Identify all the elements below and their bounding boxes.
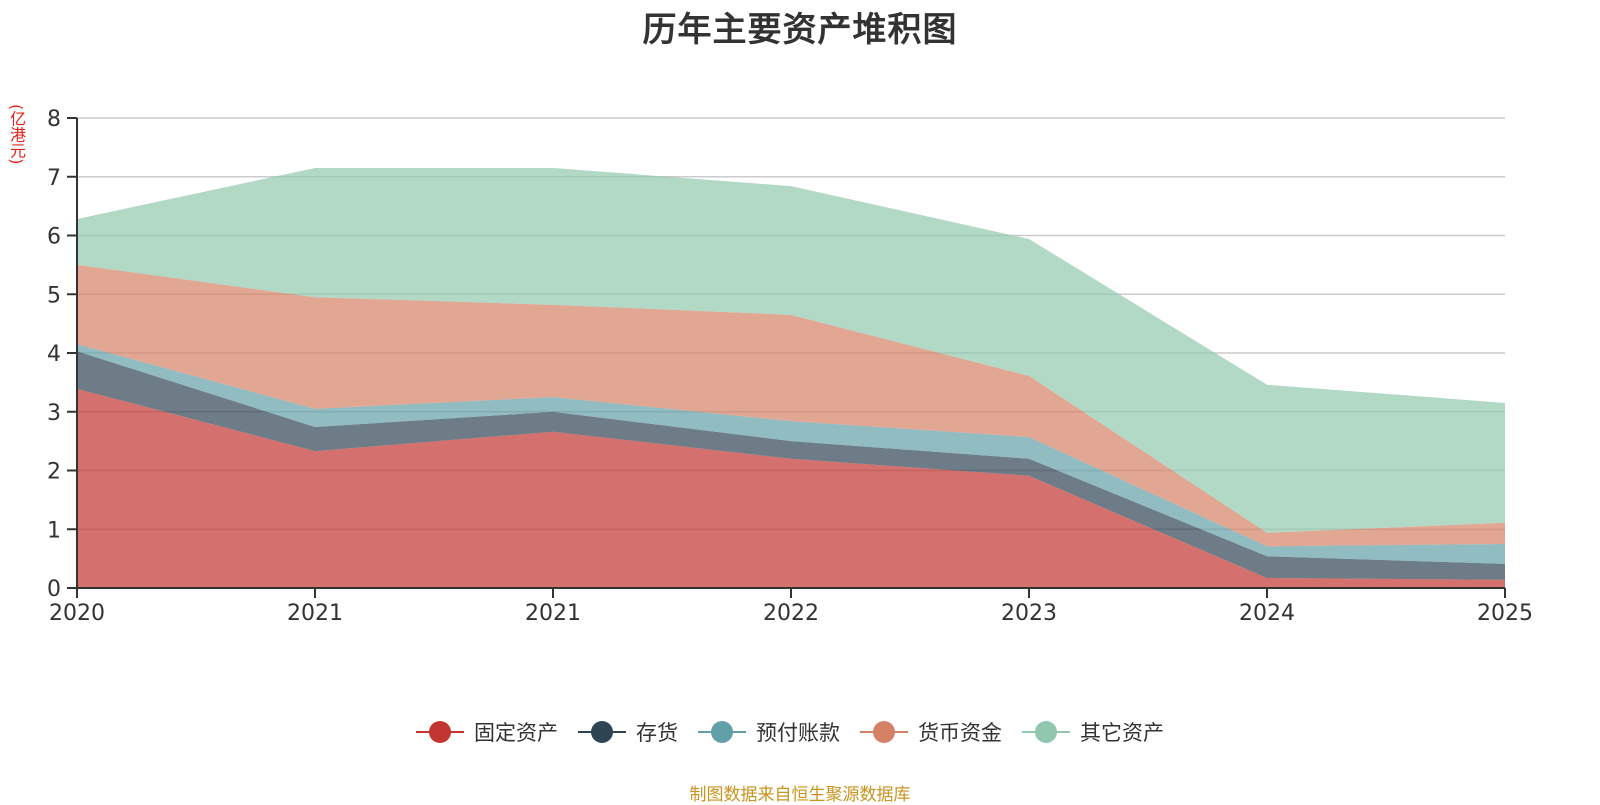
y-tick-label: 5 [47, 283, 61, 308]
y-tick-label: 1 [47, 518, 61, 543]
y-axis-ticks: 0 1 2 3 4 5 6 7 8 [47, 107, 77, 602]
legend-marker-icon [416, 719, 464, 745]
y-axis-unit-label: (亿港元) [7, 104, 26, 165]
y-tick-label: 6 [47, 225, 61, 250]
y-tick-label: 3 [47, 401, 61, 426]
x-tick-label: 2024 [1239, 601, 1295, 626]
legend-label: 预付账款 [756, 721, 840, 745]
legend-marker-icon [1022, 719, 1070, 745]
source-note: 制图数据来自恒生聚源数据库 [689, 785, 911, 805]
legend: 固定资产 存货 预付账款 货币资金 其它资产 [0, 717, 1600, 747]
legend-marker-icon [698, 719, 746, 745]
y-tick-label: 7 [47, 166, 61, 191]
legend-marker-icon [860, 719, 908, 745]
x-tick-label: 2020 [49, 601, 105, 626]
legend-item-fixed-assets[interactable]: 固定资产 [416, 717, 558, 747]
y-tick-label: 4 [47, 342, 61, 367]
legend-label: 货币资金 [918, 721, 1002, 745]
y-tick-label: 2 [47, 460, 61, 485]
area-1 [77, 351, 1505, 580]
x-axis-ticks: 2020 2021 2021 2022 2023 2024 2025 [49, 588, 1533, 626]
area-0 [77, 388, 1505, 588]
legend-item-inventory[interactable]: 存货 [578, 717, 678, 747]
x-tick-label: 2023 [1001, 601, 1057, 626]
stacked-area-chart: 0 1 2 3 4 5 6 7 8 2020 2021 2021 2022 2023 2024 2025 [47, 107, 1533, 626]
area-series [77, 167, 1505, 588]
legend-label: 其它资产 [1080, 721, 1164, 745]
legend-item-cash[interactable]: 货币资金 [860, 717, 1002, 747]
legend-label: 存货 [636, 721, 678, 745]
x-tick-label: 2021 [525, 601, 581, 626]
x-tick-label: 2022 [763, 601, 819, 626]
y-tick-label: 8 [47, 107, 61, 132]
chart-title: 历年主要资产堆积图 [642, 10, 958, 50]
y-tick-label: 0 [47, 577, 61, 602]
x-tick-label: 2025 [1477, 601, 1533, 626]
legend-label: 固定资产 [474, 721, 558, 745]
x-tick-label: 2021 [287, 601, 343, 626]
area-3 [77, 264, 1505, 547]
legend-item-other-assets[interactable]: 其它资产 [1022, 717, 1164, 747]
legend-item-prepayments[interactable]: 预付账款 [698, 717, 840, 747]
legend-marker-icon [578, 719, 626, 745]
area-4 [77, 167, 1505, 533]
